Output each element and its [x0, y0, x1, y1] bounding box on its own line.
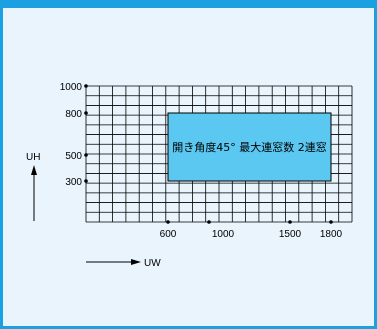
- y-tick-label: 500: [65, 151, 82, 162]
- x-tick-label: 1500: [279, 229, 302, 240]
- y-tick-label: 800: [65, 109, 82, 120]
- y-axis-label: UH: [26, 152, 40, 163]
- x-tick-label: 1000: [212, 229, 235, 240]
- x-tick-marker: [329, 220, 333, 224]
- x-axis-label: UW: [144, 258, 161, 269]
- x-ticks: 600 1000 1500 1800: [160, 220, 343, 240]
- y-tick-marker: [84, 179, 88, 183]
- right-arrow-icon: [86, 259, 141, 265]
- x-tick-label: 600: [160, 229, 177, 240]
- y-tick-marker: [84, 111, 88, 115]
- size-range-label: 開き角度45° 最大連窓数 2連窓: [172, 140, 327, 154]
- x-tick-marker: [166, 220, 170, 224]
- up-arrow-icon: [31, 165, 37, 221]
- x-tick-marker: [207, 220, 211, 224]
- y-tick-label: 1000: [60, 82, 83, 93]
- size-range-area: [167, 112, 332, 182]
- y-ticks: 1000 800 500 300: [60, 82, 88, 188]
- x-tick-marker: [288, 220, 292, 224]
- y-tick-marker: [84, 153, 88, 157]
- x-tick-label: 1800: [320, 229, 343, 240]
- y-tick-marker: [84, 84, 88, 88]
- y-tick-label: 300: [65, 177, 82, 188]
